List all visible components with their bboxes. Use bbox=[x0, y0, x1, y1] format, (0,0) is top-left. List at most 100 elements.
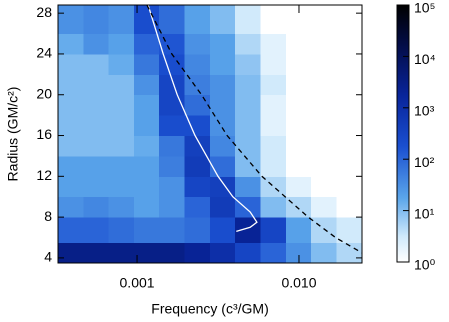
x-axis-label: Frequency (c³/GM) bbox=[151, 301, 268, 317]
heatmap-cell bbox=[209, 33, 236, 55]
heatmap-cell bbox=[108, 33, 135, 55]
heatmap-cell bbox=[235, 33, 262, 55]
heatmap-cell bbox=[159, 217, 186, 244]
heatmap-cell bbox=[311, 135, 338, 157]
heatmap-cell bbox=[159, 115, 186, 137]
heatmap-cell bbox=[336, 115, 362, 137]
heatmap-cell bbox=[184, 135, 211, 157]
heatmap-cell bbox=[58, 176, 84, 198]
y-tick-label: 20 bbox=[36, 85, 52, 101]
heatmap-cell bbox=[133, 217, 160, 244]
y-tick-label: 28 bbox=[36, 4, 52, 20]
heatmap-cell bbox=[260, 176, 287, 198]
heatmap-cell bbox=[159, 155, 186, 177]
heatmap-cell bbox=[260, 74, 287, 96]
heatmap-cell bbox=[209, 53, 236, 75]
heatmap-cell bbox=[209, 94, 236, 116]
heatmap-cell bbox=[209, 5, 236, 35]
heatmap-cell bbox=[133, 242, 160, 263]
y-tick-label: 16 bbox=[36, 126, 52, 142]
heatmap-cell bbox=[184, 94, 211, 116]
curves bbox=[146, 5, 362, 254]
heatmap-cell bbox=[209, 176, 236, 198]
y-tick-label: 24 bbox=[36, 45, 52, 61]
heatmap-cell bbox=[311, 155, 338, 177]
heatmap-cell bbox=[285, 155, 312, 177]
heatmap-cell bbox=[83, 33, 110, 55]
colorbar-tick-label: 10⁵ bbox=[414, 0, 435, 16]
heatmap-cell bbox=[159, 176, 186, 198]
heatmap-cell bbox=[133, 33, 160, 55]
heatmap-cell bbox=[133, 94, 160, 116]
heatmap-cell bbox=[235, 155, 262, 177]
heatmap-cell bbox=[285, 196, 312, 218]
heatmap-cell bbox=[83, 217, 110, 244]
heatmap-cell bbox=[285, 242, 312, 263]
heatmap-cell bbox=[159, 242, 186, 263]
colorbar-tick-label: 10⁴ bbox=[414, 51, 436, 67]
heatmap-cell bbox=[209, 135, 236, 157]
heatmap-cell bbox=[133, 115, 160, 137]
heatmap-cell bbox=[209, 155, 236, 177]
heatmap-cell bbox=[108, 5, 135, 35]
heatmap-cell bbox=[260, 217, 287, 244]
heatmap-cell bbox=[108, 74, 135, 96]
heatmap-cell bbox=[235, 53, 262, 75]
heatmap-cell bbox=[58, 94, 84, 116]
heatmap-cell bbox=[311, 196, 338, 218]
heatmap-cell bbox=[184, 74, 211, 96]
heatmap-cell bbox=[285, 217, 312, 244]
heatmap-cell bbox=[235, 242, 262, 263]
heatmap-cell bbox=[159, 196, 186, 218]
heatmap-cell bbox=[108, 94, 135, 116]
heatmap-cell bbox=[184, 155, 211, 177]
heatmap-cell bbox=[184, 115, 211, 137]
curve bbox=[146, 5, 362, 254]
colorbar-tick-label: 10³ bbox=[414, 103, 435, 119]
heatmap-cell bbox=[311, 115, 338, 137]
heatmap-cell bbox=[58, 196, 84, 218]
heatmap-cell bbox=[311, 242, 338, 263]
heatmap-cell bbox=[133, 196, 160, 218]
heatmap-cell bbox=[336, 135, 362, 157]
heatmap-cell bbox=[336, 5, 362, 35]
heatmap-cell bbox=[83, 135, 110, 157]
colorbar bbox=[396, 4, 410, 263]
y-tick-label: 12 bbox=[36, 167, 52, 183]
heatmap-cell bbox=[159, 53, 186, 75]
heatmap-cell bbox=[336, 217, 362, 244]
heatmap-cell bbox=[311, 33, 338, 55]
heatmap-cell bbox=[83, 53, 110, 75]
heatmap-cell bbox=[184, 5, 211, 35]
heatmap-cell bbox=[285, 94, 312, 116]
heatmap-cell bbox=[285, 135, 312, 157]
heatmap-cell bbox=[336, 196, 362, 218]
heatmap-cell bbox=[260, 242, 287, 263]
heatmap-cell bbox=[209, 217, 236, 244]
heatmap-cell bbox=[58, 33, 84, 55]
heatmap-cell bbox=[108, 135, 135, 157]
heatmap-cell bbox=[58, 217, 84, 244]
heatmap-cell bbox=[184, 196, 211, 218]
heatmap-cell bbox=[159, 135, 186, 157]
heatmap-cell bbox=[260, 94, 287, 116]
heatmap-cell bbox=[58, 74, 84, 96]
heatmap-cell bbox=[133, 53, 160, 75]
heatmap-cell bbox=[260, 33, 287, 55]
heatmap-cell bbox=[260, 155, 287, 177]
heatmap-cell bbox=[235, 94, 262, 116]
heatmap-cell bbox=[108, 155, 135, 177]
heatmap-cell bbox=[336, 242, 362, 263]
y-axis-label: Radius (GM/c²) bbox=[5, 87, 21, 182]
heatmap-cell bbox=[108, 217, 135, 244]
heatmap-cell bbox=[311, 217, 338, 244]
heatmap-cell bbox=[184, 33, 211, 55]
heatmap-cell bbox=[133, 135, 160, 157]
heatmap-cell bbox=[184, 53, 211, 75]
heatmap-cell bbox=[209, 242, 236, 263]
heatmap-cell bbox=[83, 242, 110, 263]
heatmap-cell bbox=[285, 33, 312, 55]
heatmap-cell bbox=[285, 53, 312, 75]
heatmap-cell bbox=[58, 242, 84, 263]
heatmap-cell bbox=[108, 53, 135, 75]
